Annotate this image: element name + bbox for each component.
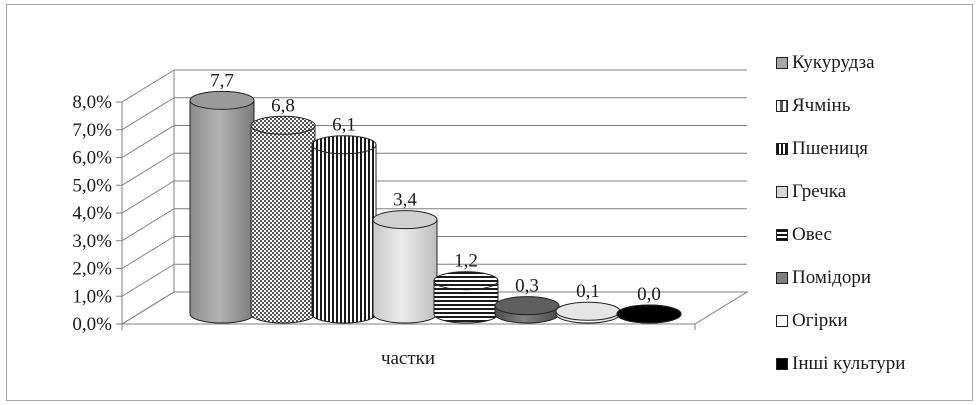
bar-body [250, 124, 316, 324]
bar-body [189, 99, 255, 324]
y-tick-label: 7,0% [72, 120, 112, 141]
legend-swatch [776, 229, 788, 241]
gridline-side [121, 291, 175, 325]
y-tick-label: 3,0% [72, 231, 112, 252]
y-tick-label: 8,0% [72, 92, 112, 113]
bar-7 [555, 301, 621, 324]
legend-swatch [776, 143, 788, 155]
legend-swatch [776, 186, 788, 198]
data-label: 3,4 [393, 190, 417, 211]
bar-1 [189, 90, 255, 324]
bar-top [372, 210, 438, 230]
legend-item: Огірки [776, 309, 848, 333]
y-tick-label: 6,0% [72, 148, 112, 169]
legend-label: Помідори [792, 267, 871, 288]
legend-item: Інші культури [776, 352, 905, 376]
legend-item: Помідори [776, 266, 871, 290]
y-tick-label: 2,0% [72, 259, 112, 280]
y-tick-label: 5,0% [72, 175, 112, 196]
legend-label: Пшениця [792, 138, 869, 159]
legend-swatch [776, 272, 788, 284]
data-label: 6,8 [271, 95, 295, 116]
gridline-side [121, 180, 175, 214]
data-label: 6,1 [332, 115, 356, 136]
bar-top [433, 271, 499, 291]
gridline-side [121, 208, 175, 242]
legend-label: Овес [792, 224, 832, 245]
bar-top [494, 296, 560, 316]
legend-item: Кукурудза [776, 51, 875, 75]
bar-top [555, 301, 621, 321]
legend-item: Гречка [776, 180, 846, 204]
legend-item: Пшениця [776, 137, 868, 161]
gridline-side [121, 236, 175, 269]
legend-item: Ячмінь [776, 94, 850, 118]
data-label: 0,0 [637, 284, 661, 305]
bar-3 [311, 135, 377, 324]
gridline-side [121, 152, 175, 186]
bar-top [311, 135, 377, 155]
legend-swatch [776, 100, 788, 112]
legend-swatch [776, 358, 788, 370]
legend-label: Кукурудза [792, 52, 875, 73]
bar-8 [616, 304, 682, 324]
gridline-side [121, 69, 175, 103]
gridline-side [121, 263, 175, 297]
legend-item: Овес [776, 223, 832, 247]
y-tick-label: 4,0% [72, 203, 112, 224]
legend-label: Огірки [792, 310, 848, 331]
legend-swatch [776, 315, 788, 327]
y-tick-label: 0,0% [72, 314, 112, 335]
legend-label: Гречка [792, 181, 847, 202]
x-category-label: частки [381, 348, 435, 369]
data-label: 0,3 [515, 276, 539, 297]
y-tick-label: 1,0% [72, 286, 112, 307]
data-label: 7,7 [210, 70, 234, 91]
legend-swatch [776, 57, 788, 69]
bar-5 [433, 271, 499, 324]
bar-top [189, 90, 255, 110]
gridline-side [121, 97, 175, 131]
bar-2 [250, 115, 316, 324]
bar-6 [494, 296, 560, 324]
bar-body [372, 219, 438, 324]
data-label: 0,1 [576, 281, 600, 302]
legend-label: Інші культури [792, 353, 906, 374]
data-label: 1,2 [454, 251, 478, 272]
bar-4 [372, 210, 438, 324]
legend-label: Ячмінь [792, 95, 851, 116]
bar-top [250, 115, 316, 135]
gridline-side [121, 125, 175, 158]
bar-body [311, 144, 377, 324]
bar-top [616, 304, 682, 324]
